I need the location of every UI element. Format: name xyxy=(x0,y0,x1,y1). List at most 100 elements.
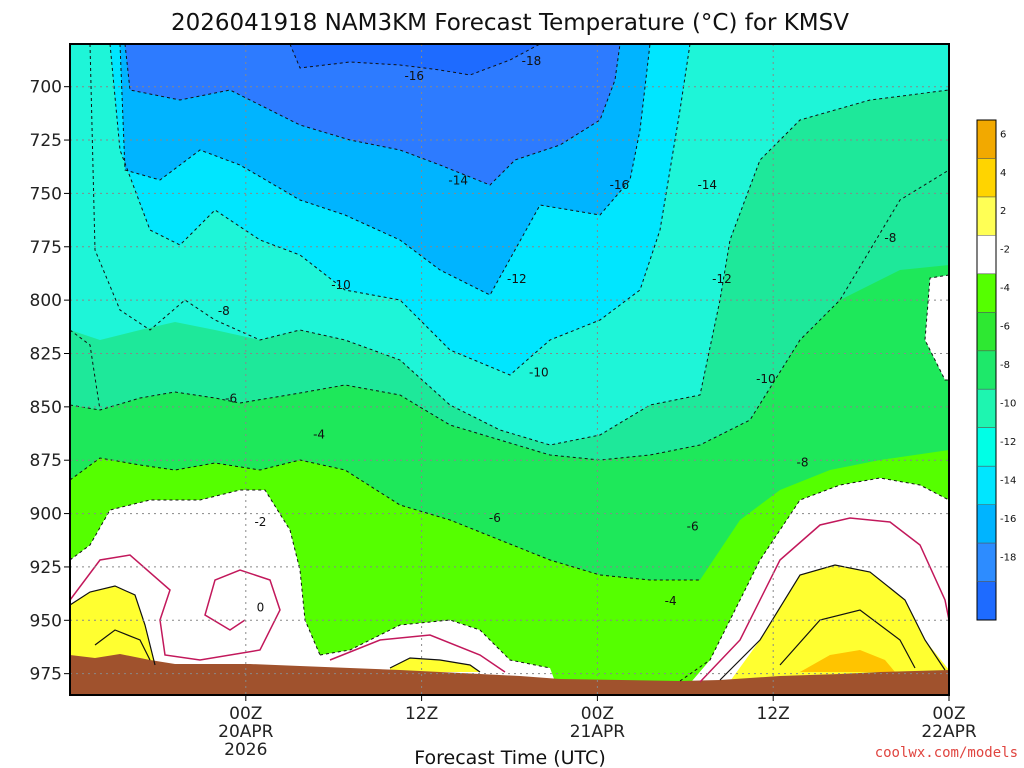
y-tick-label: 925 xyxy=(30,558,62,578)
contour-label: -8 xyxy=(884,231,896,245)
y-tick-label: 900 xyxy=(30,505,62,525)
x-tick-label: 00Z xyxy=(581,704,614,724)
colorbar-segment xyxy=(977,158,996,198)
colorbar-segment xyxy=(977,235,996,275)
y-axis: 700 725 750 775 800 825 850 875 900 925 950 975 xyxy=(30,78,70,685)
colorbar-segment xyxy=(977,504,996,544)
isotherm-minus-4-right xyxy=(924,274,949,381)
colorbar: 6 4 2 -2 -4 -6 -8 -10 -12 -14 -16 -18 xyxy=(976,119,1016,621)
fill-darkest-blue xyxy=(290,44,540,75)
contour-label: -4 xyxy=(665,594,677,608)
contour-label: -10 xyxy=(529,366,549,380)
contour-label: -10 xyxy=(331,278,351,292)
colorbar-label: 4 xyxy=(1000,168,1006,179)
chart-title: 2026041918 NAM3KM Forecast Temperature (… xyxy=(171,10,849,36)
fill-deep-blue xyxy=(125,44,620,185)
isotherm-minus-6-left xyxy=(70,404,101,411)
isotherm-minus-2-right xyxy=(679,477,949,682)
colorbar-segment xyxy=(977,120,996,159)
fill-white-right-top xyxy=(925,275,949,380)
y-tick-label: 700 xyxy=(30,78,62,98)
y-tick-label: 850 xyxy=(30,398,62,418)
x-axis-title: Forecast Time (UTC) xyxy=(414,747,605,768)
x-tick-label: 22APR xyxy=(921,722,977,742)
y-tick-label: 825 xyxy=(30,344,62,364)
x-tick-label: 2026 xyxy=(224,740,267,760)
colorbar-label: -14 xyxy=(1000,475,1016,486)
colorbar-segment xyxy=(977,273,996,313)
contour-label: -14 xyxy=(697,178,717,192)
colorbar-label: -2 xyxy=(1000,245,1010,256)
x-tick-label: 00Z xyxy=(229,704,262,724)
fill-yellow-left xyxy=(70,586,155,665)
isotherm-plus-4-left xyxy=(94,629,151,661)
contour-label: -8 xyxy=(797,455,809,469)
credit-text[interactable]: coolwx.com/models xyxy=(875,745,1018,761)
colorbar-segment xyxy=(977,427,996,467)
colorbar-label: -16 xyxy=(1000,514,1016,525)
terrain-ground xyxy=(70,654,949,695)
colorbar-label: 2 xyxy=(1000,206,1006,217)
isotherm-minus-18 xyxy=(289,44,541,76)
fill-white-left xyxy=(70,490,560,695)
colorbar-segment xyxy=(977,466,996,506)
colorbar-label: -8 xyxy=(1000,360,1010,371)
y-tick-label: 750 xyxy=(30,184,62,204)
contour-label: -6 xyxy=(225,391,237,405)
colorbar-segment xyxy=(977,312,996,352)
x-tick-label: 12Z xyxy=(405,704,438,724)
y-tick-label: 800 xyxy=(30,291,62,311)
contour-label: -10 xyxy=(756,372,776,386)
isotherm-minus-10 xyxy=(89,44,949,446)
y-tick-label: 775 xyxy=(30,238,62,258)
isotherm-zero-right xyxy=(699,517,949,683)
x-tick-label: 12Z xyxy=(757,704,790,724)
isotherm-plus-2-right xyxy=(719,564,946,681)
colorbar-label: -18 xyxy=(1000,552,1016,563)
isotherm-zero-mid xyxy=(329,634,506,673)
contour-label: -16 xyxy=(404,69,424,83)
colorbar-label: -10 xyxy=(1000,399,1016,410)
gridlines xyxy=(70,44,949,695)
isotherm-minus-4 xyxy=(319,619,551,669)
y-tick-label: 875 xyxy=(30,451,62,471)
contour-label: -12 xyxy=(507,272,527,286)
colorbar-segment xyxy=(977,350,996,390)
y-tick-label: 950 xyxy=(30,611,62,631)
x-tick-label: 00Z xyxy=(932,704,965,724)
isotherm-minus-8 xyxy=(70,169,949,461)
isotherm-plus-2-mid xyxy=(389,657,481,673)
x-tick-label: 20APR xyxy=(218,722,274,742)
contour-label: -8 xyxy=(218,304,230,318)
contour-label: -4 xyxy=(313,428,325,442)
colorbar-label: -6 xyxy=(1000,322,1010,333)
isotherm-minus-16 xyxy=(124,44,621,186)
colorbar-label: 6 xyxy=(1000,129,1006,140)
positive-isotherms xyxy=(70,564,946,681)
y-tick-label: 975 xyxy=(30,665,62,685)
colorbar-border xyxy=(976,119,997,621)
negative-isotherms xyxy=(70,44,949,682)
colorbar-segment xyxy=(977,196,996,236)
contour-label: -6 xyxy=(687,519,699,533)
fill-yellow-mid xyxy=(390,658,480,672)
contour-label: -14 xyxy=(448,174,468,188)
contour-label: -12 xyxy=(712,272,732,286)
isotherm-minus-12 xyxy=(109,44,691,376)
colorbar-segment xyxy=(977,389,996,429)
x-tick-label: 21APR xyxy=(570,722,626,742)
plot-area xyxy=(70,44,949,695)
fill-yellow-right xyxy=(720,565,949,695)
isotherm-minus-14 xyxy=(119,44,651,296)
isotherm-plus-2-left xyxy=(70,585,156,666)
contour-label: -16 xyxy=(610,178,630,192)
plot-border xyxy=(69,43,950,696)
y-tick-label: 725 xyxy=(30,131,62,151)
isotherm-minus-6 xyxy=(70,457,700,581)
contour-label: 0 xyxy=(257,600,265,614)
contour-label: -6 xyxy=(489,511,501,525)
contour-label: -18 xyxy=(522,54,542,68)
isotherm-plus-4-right xyxy=(779,609,916,669)
